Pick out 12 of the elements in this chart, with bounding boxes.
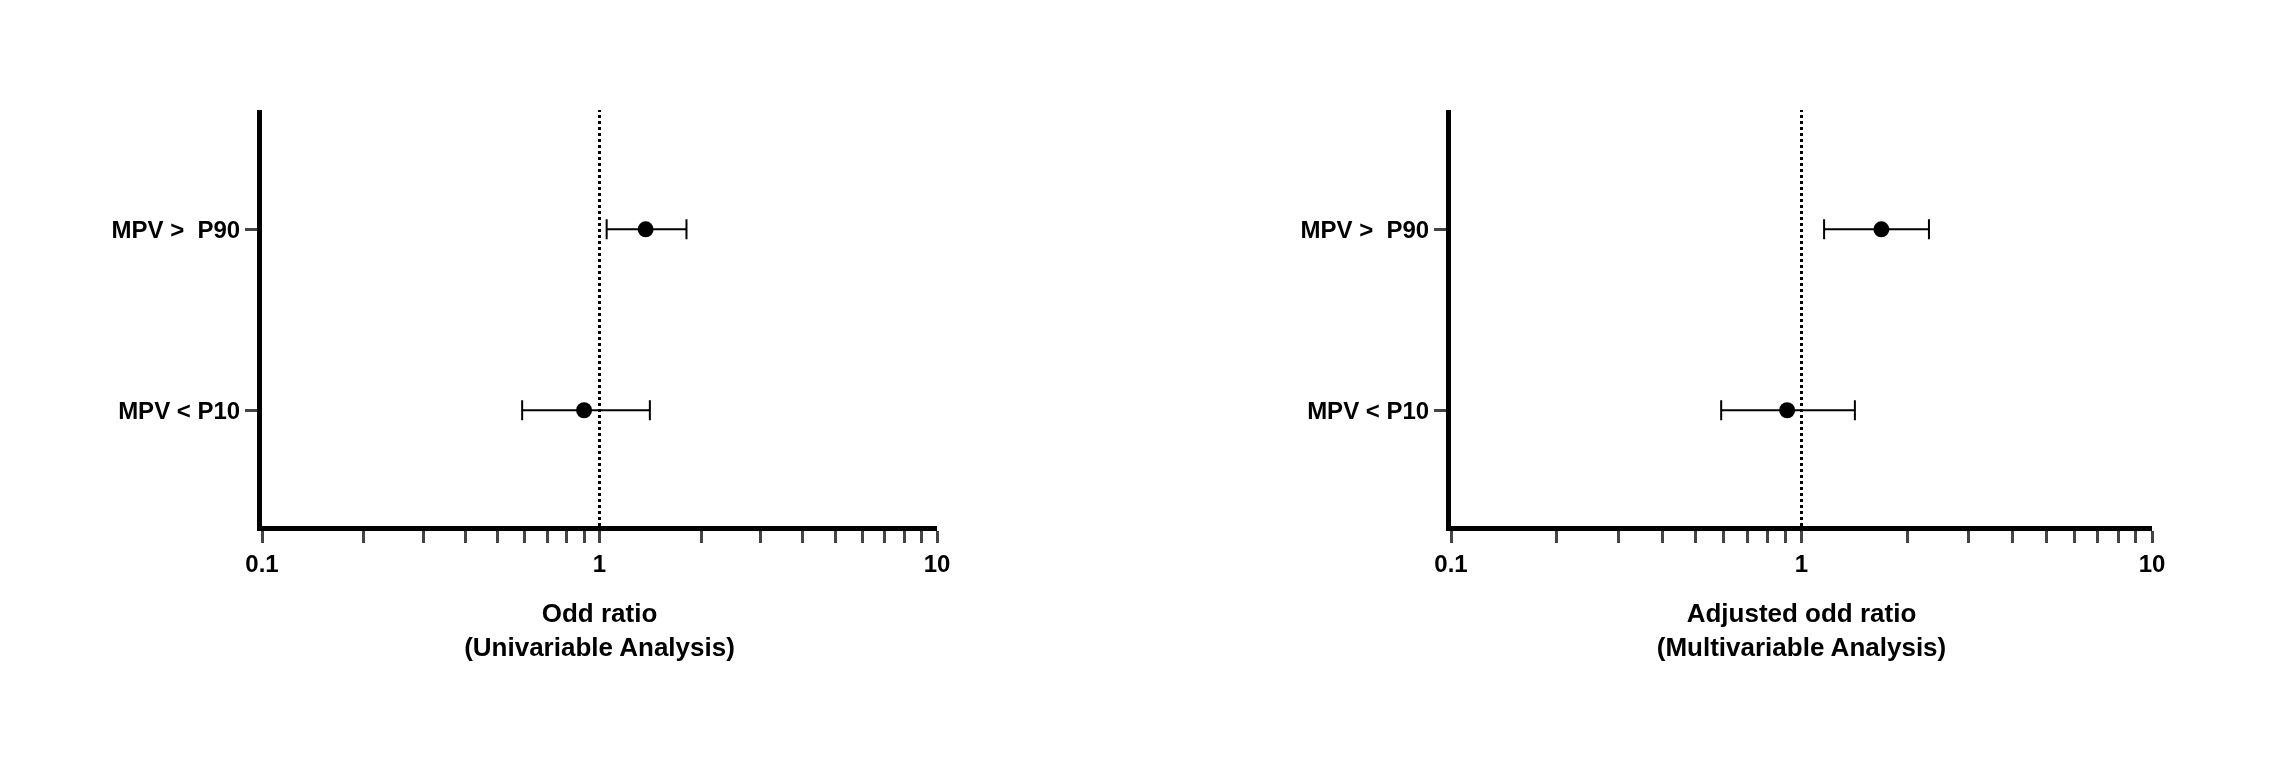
- y-tick-label: MPV > P90: [1300, 215, 1430, 243]
- x-tick-label: 0.1: [245, 549, 279, 577]
- x-tick-label: 1: [1794, 549, 1809, 577]
- x-axis-title: Adjusted odd ratio (Multivariable Analysis): [1656, 598, 1947, 663]
- x-tick-label: 10: [2138, 549, 2166, 577]
- x-tick-label: 1: [592, 549, 607, 577]
- x-axis-title: Odd ratio (Univariable Analysis): [464, 598, 735, 663]
- x-tick-label: 0.1: [1434, 549, 1468, 577]
- y-tick-label: MPV < P10: [118, 396, 241, 424]
- x-tick-label: 10: [923, 549, 951, 577]
- y-tick-label: MPV > P90: [111, 215, 241, 243]
- y-tick-label: MPV < P10: [1307, 396, 1430, 424]
